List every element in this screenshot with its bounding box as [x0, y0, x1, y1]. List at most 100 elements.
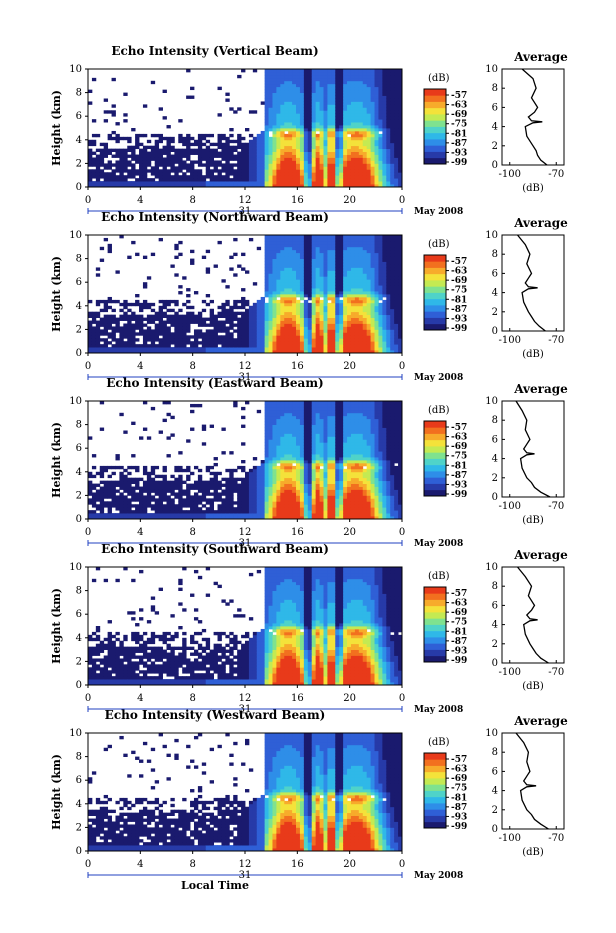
heatmap-cell [335, 279, 339, 282]
heatmap-cell [339, 312, 343, 315]
heatmap-cell [308, 267, 312, 270]
heatmap-cell [359, 256, 363, 259]
heatmap-cell [288, 312, 292, 315]
heatmap-cell [198, 510, 202, 513]
heatmap-cell [159, 504, 163, 507]
heatmap-cell [194, 507, 198, 510]
colorbar [424, 255, 446, 330]
heatmap-cell [96, 504, 100, 507]
heatmap-cell [335, 93, 339, 96]
heatmap-cell [320, 163, 324, 166]
heatmap-cell [276, 87, 280, 90]
heatmap-cell [386, 134, 390, 137]
heatmap-cell [159, 178, 163, 181]
heatmap-cell [343, 72, 347, 75]
heatmap-cell [147, 178, 151, 181]
heatmap-cell [327, 152, 331, 155]
heatmap-cell [351, 155, 355, 158]
heatmap-cell [351, 326, 355, 329]
heatmap-cell [339, 140, 343, 143]
heatmap-cell [363, 93, 367, 96]
heatmap-cell [347, 335, 351, 338]
heatmap-cell [100, 513, 104, 516]
heatmap-cell [253, 484, 257, 487]
heatmap-cell [394, 172, 398, 175]
heatmap-cell [206, 510, 210, 513]
heatmap-cell [155, 481, 159, 484]
y-tick-label: 10 [69, 64, 82, 75]
heatmap-cell [320, 181, 324, 184]
heatmap-cell [174, 513, 178, 516]
heatmap-cell [347, 238, 351, 241]
heatmap-cell [272, 178, 276, 181]
heatmap-cell [100, 344, 104, 347]
heatmap-cell [296, 149, 300, 152]
heatmap-cell [261, 175, 265, 178]
heatmap-cell [249, 169, 253, 172]
heatmap-cell [386, 344, 390, 347]
heatmap-cell [312, 273, 316, 276]
heatmap-cell [300, 341, 304, 344]
heatmap-cell [221, 484, 225, 487]
heatmap-cell [206, 324, 210, 327]
heatmap-cell [276, 137, 280, 140]
heatmap-cell [390, 119, 394, 122]
heatmap-cell [335, 125, 339, 128]
heatmap-cell [178, 481, 182, 484]
heatmap-cell [378, 149, 382, 152]
heatmap-cell [178, 134, 182, 137]
heatmap-cell [96, 267, 100, 270]
heatmap-cell [276, 256, 280, 259]
heatmap-cell [276, 303, 280, 306]
heatmap-cell [324, 72, 328, 75]
heatmap-cell [182, 140, 186, 143]
heatmap-cell [127, 315, 131, 318]
heatmap-cell [312, 152, 316, 155]
heatmap-cell [108, 481, 112, 484]
heatmap-cell [245, 321, 249, 324]
heatmap-cell [119, 492, 123, 495]
heatmap-cell [359, 235, 363, 238]
heatmap-cell [194, 347, 198, 350]
x-tick-label: 20 [343, 195, 356, 206]
heatmap-cell [386, 273, 390, 276]
heatmap-cell [378, 309, 382, 312]
heatmap-cell [272, 110, 276, 113]
heatmap-cell [265, 235, 269, 238]
heatmap-cell [198, 404, 202, 407]
heatmap-cell [163, 332, 167, 335]
heatmap-cell [167, 495, 171, 498]
heatmap-cell [331, 273, 335, 276]
heatmap-cell [88, 163, 92, 166]
heatmap-cell [375, 256, 379, 259]
heatmap-cell [327, 101, 331, 104]
heatmap-cell [218, 155, 222, 158]
heatmap-cell [300, 128, 304, 131]
heatmap-cell [284, 262, 288, 265]
heatmap-cell [375, 326, 379, 329]
heatmap-cell [375, 178, 379, 181]
heatmap-cell [327, 344, 331, 347]
heatmap-cell [119, 504, 123, 507]
heatmap-cell [378, 259, 382, 262]
heatmap-cell [394, 87, 398, 90]
heatmap-cell [371, 158, 375, 161]
heatmap-cell [331, 267, 335, 270]
heatmap-cell [292, 306, 296, 309]
colorbar-swatch [424, 133, 446, 140]
heatmap-cell [182, 321, 186, 324]
heatmap-cell [320, 72, 324, 75]
heatmap-cell [312, 99, 316, 102]
heatmap-cell [304, 119, 308, 122]
heatmap-cell [304, 259, 308, 262]
heatmap-cell [363, 69, 367, 72]
heatmap-cell [139, 309, 143, 312]
heatmap-cell [276, 172, 280, 175]
heatmap-cell [339, 90, 343, 93]
heatmap-cell [225, 326, 229, 329]
heatmap-cell [108, 326, 112, 329]
heatmap-cell [265, 315, 269, 318]
heatmap-cell [225, 338, 229, 341]
heatmap-cell [351, 96, 355, 99]
heatmap-cell [194, 172, 198, 175]
